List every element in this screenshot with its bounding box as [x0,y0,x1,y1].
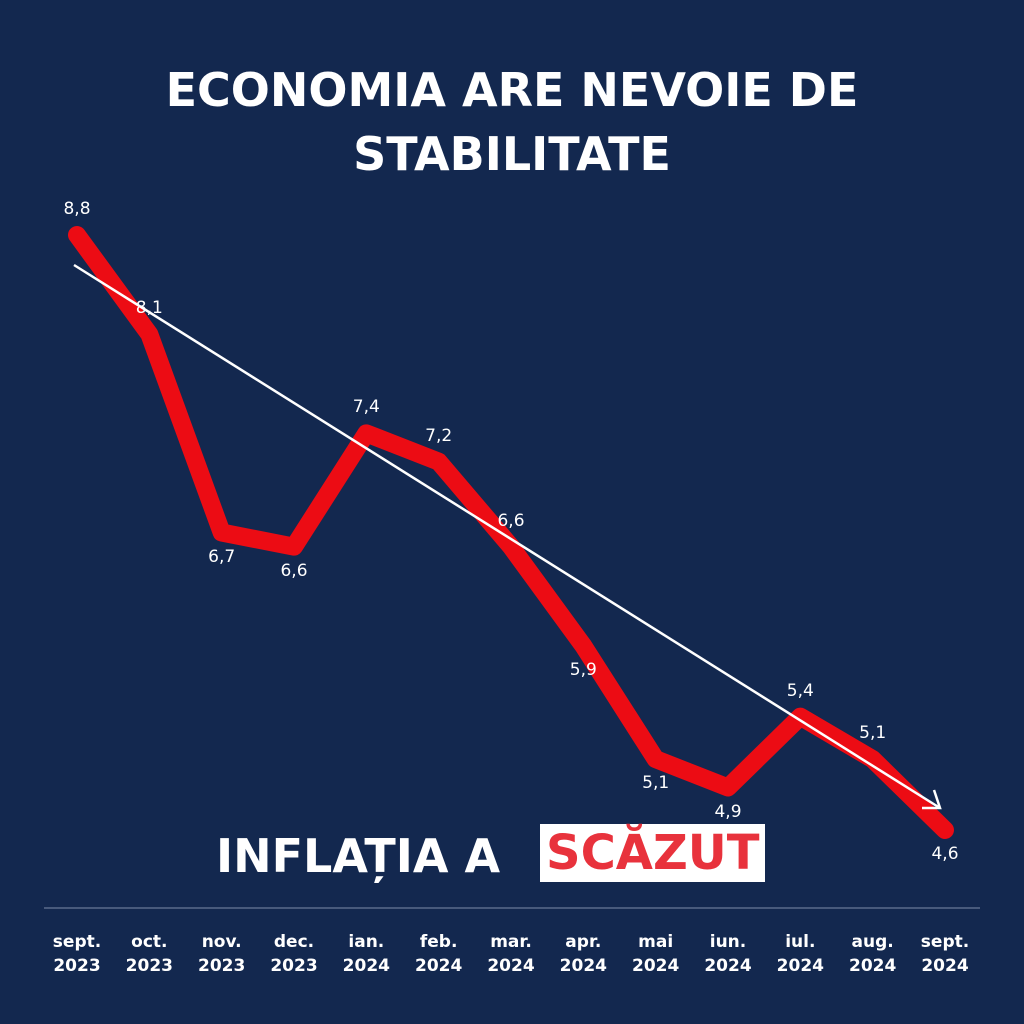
chart-title: ECONOMIA ARE NEVOIE DE STABILITATE [165,63,859,181]
value-label: 6,6 [497,510,525,531]
value-label: 7,2 [425,425,453,446]
line [68,226,954,839]
value-label: 5,4 [786,680,814,701]
value-label: 7,4 [352,397,380,418]
headline: INFLAȚIA A [216,829,501,883]
x-tick-label: aug. 2024 [848,932,897,976]
value-label: 5,1 [859,723,887,744]
value-label: 4,9 [714,801,742,822]
value-label: 8,1 [135,298,163,319]
x-tick-label: apr. 2024 [559,932,607,976]
x-tick-label: mar. 2024 [487,932,535,976]
x-tick-label: ian. 2024 [342,932,390,976]
x-tick-label: sept. 2023 [52,932,102,976]
headline-highlight: SCĂZUT [540,824,766,882]
x-tick-label: feb. 2024 [414,932,463,976]
x-tick-label: oct. 2023 [125,932,173,976]
x-tick-label: sept. 2024 [920,932,970,976]
value-label: 8,8 [63,199,91,219]
value-label: 5,9 [569,659,597,680]
x-tick-label: nov. 2023 [197,932,246,976]
value-label: 6,7 [208,546,236,567]
x-tick-label: dec. 2023 [270,932,318,976]
plot [68,226,954,839]
x-tick-label: iul. 2024 [776,932,824,976]
trend-arrowhead [922,789,942,810]
value-label: 4,6 [931,844,959,864]
x-tick-label: iun. 2024 [704,932,752,976]
value-label: 6,6 [280,560,308,581]
x-tick-label: mai 2024 [631,932,680,976]
value-label: 5,1 [642,773,670,794]
trend-arrow [73,263,941,810]
